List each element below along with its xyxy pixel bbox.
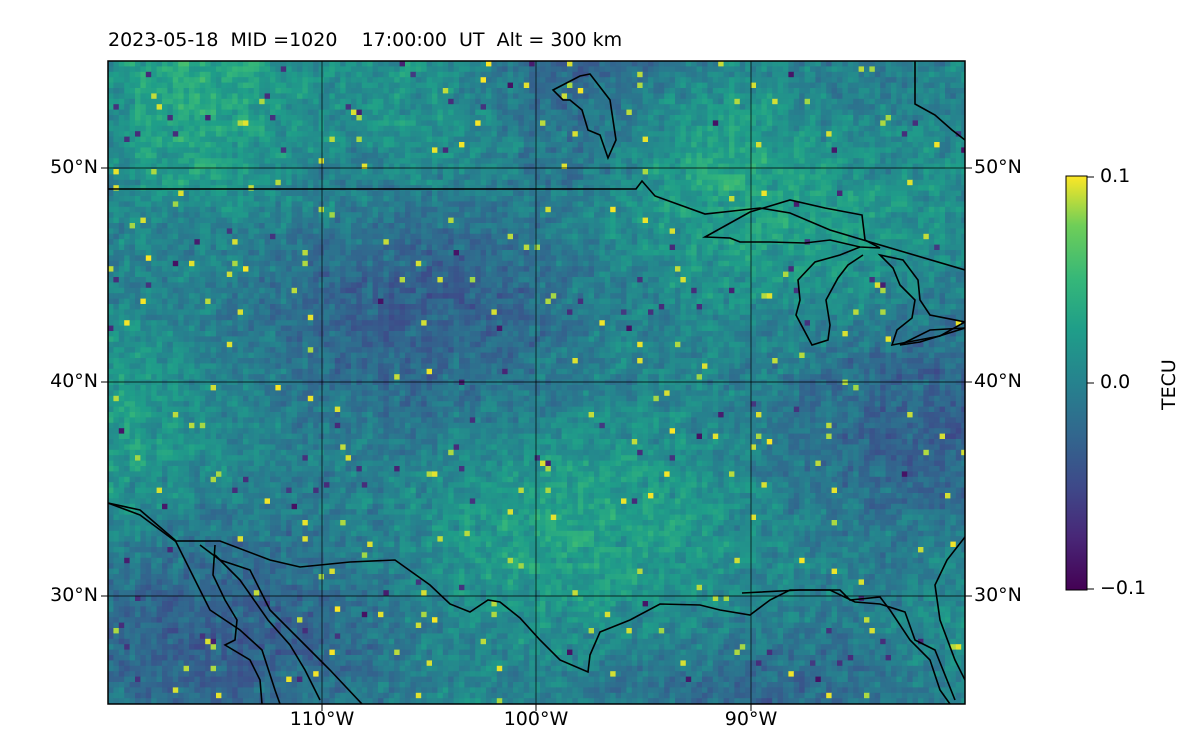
colorbar-ticks (1087, 176, 1094, 590)
hudson-bay-shore (551, 73, 617, 161)
us-mexico-border (108, 502, 956, 701)
baja-coast (108, 502, 281, 704)
lake-michigan (795, 246, 864, 346)
lake-erie (899, 327, 965, 346)
colorbar-tick-zero: 0.0 (1100, 371, 1131, 393)
gulf-of-california (199, 544, 363, 704)
map-title: 2023-05-18 MID =1020 17:00:00 UT Alt = 3… (108, 29, 623, 51)
lon-label-110w: 110°W (289, 708, 355, 730)
colorbar-label: TECU (1158, 359, 1180, 410)
hudson-east-shore (914, 61, 965, 141)
baja-inner (214, 554, 321, 701)
tec-heatmap (108, 61, 965, 704)
lat-label-left-40: 40°N (50, 370, 98, 392)
gridlines (108, 61, 965, 704)
colorbar-tick-min: −0.1 (1100, 577, 1147, 599)
gulf-coast (741, 589, 951, 704)
us-canada-border (108, 179, 965, 271)
colorbar-tick-max: 0.1 (1100, 165, 1131, 187)
lon-label-100w: 100°W (503, 708, 569, 730)
lon-label-90w: 90°W (724, 708, 778, 730)
florida-east (934, 536, 965, 681)
lat-label-right-30: 30°N (974, 584, 1022, 606)
lat-label-right-50: 50°N (974, 156, 1022, 178)
lake-superior (702, 199, 881, 249)
lat-label-left-50: 50°N (50, 156, 98, 178)
axis-ticks (101, 167, 972, 711)
lake-huron (877, 253, 965, 347)
lat-label-left-30: 30°N (50, 584, 98, 606)
baja-peninsula (212, 544, 263, 704)
colorbar (1065, 175, 1088, 591)
lat-label-right-40: 40°N (974, 370, 1022, 392)
coastlines (108, 61, 965, 704)
